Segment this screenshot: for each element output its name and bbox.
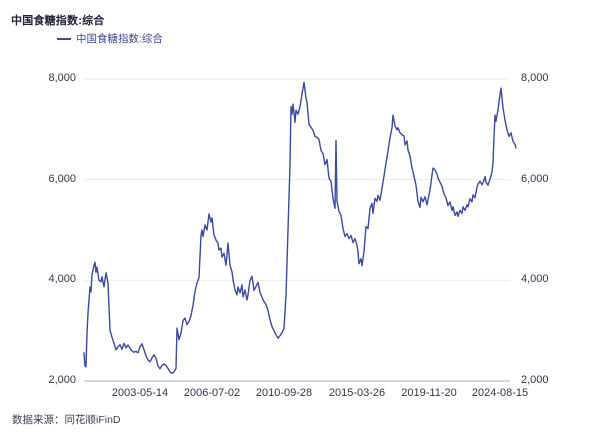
y-axis-tick-label-left: 6,000 — [48, 172, 76, 185]
y-axis-tick-label-left: 2,000 — [48, 374, 76, 386]
x-axis-tick-label: 2003-05-14 — [111, 387, 169, 399]
y-axis-tick-label-left: 4,000 — [48, 273, 76, 286]
y-axis-tick-label-right: 8,000 — [521, 72, 549, 84]
y-axis-tick-label-left: 8,000 — [48, 72, 76, 84]
page-title: 中国食糖指数:综合 — [11, 15, 105, 27]
y-axis-tick-label-right: 4,000 — [521, 273, 549, 286]
x-axis-tick-label: 2024-08-15 — [471, 387, 529, 399]
y-axis-tick-label-right: 6,000 — [521, 172, 549, 185]
x-axis-tick-label: 2006-07-02 — [183, 387, 241, 399]
x-axis-tick-label: 2015-03-26 — [328, 387, 386, 399]
x-axis-tick-label: 2019-11-20 — [401, 387, 457, 399]
legend-label: 中国食糖指数:综合 — [76, 33, 163, 45]
x-axis-tick-label: 2010-09-28 — [255, 387, 313, 399]
data-source: 数据来源：同花顺iFinD — [12, 414, 121, 426]
y-axis-tick-label-right: 2,000 — [521, 374, 549, 386]
legend-line-swatch — [57, 37, 71, 40]
legend: 中国食糖指数:综合 — [57, 32, 163, 45]
